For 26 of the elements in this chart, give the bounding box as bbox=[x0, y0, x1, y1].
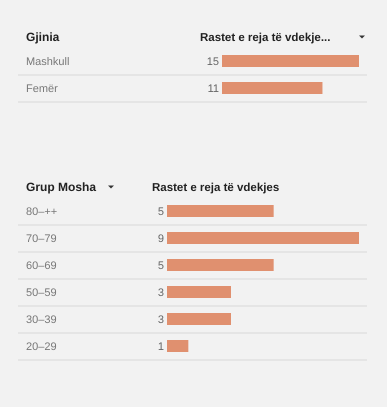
bar bbox=[167, 232, 359, 244]
data-label: 5 bbox=[158, 206, 164, 218]
y-tick-label: 30–39 bbox=[26, 314, 57, 326]
bar bbox=[167, 286, 231, 298]
bar bbox=[167, 259, 274, 271]
bar bbox=[167, 340, 188, 352]
y-tick-label: 70–79 bbox=[26, 233, 57, 245]
data-label: 15 bbox=[206, 56, 219, 68]
bar bbox=[167, 205, 274, 217]
data-label: 1 bbox=[158, 341, 164, 353]
y-tick-label: Femër bbox=[26, 83, 58, 95]
y-tick-label: 20–29 bbox=[26, 341, 57, 353]
data-label: 3 bbox=[158, 314, 164, 326]
y-tick-label: 80–++ bbox=[26, 206, 58, 218]
data-label: 11 bbox=[208, 83, 219, 95]
y-axis-title: Gjinia bbox=[26, 30, 60, 44]
data-label: 5 bbox=[158, 260, 164, 272]
data-label: 3 bbox=[158, 287, 164, 299]
bar bbox=[167, 313, 231, 325]
y-tick-label: 50–59 bbox=[26, 287, 57, 299]
y-axis-title: Grup Mosha bbox=[26, 180, 96, 194]
y-tick-label: 60–69 bbox=[26, 260, 57, 272]
x-axis-title: Rastet e reja të vdekje... bbox=[200, 32, 330, 44]
y-tick-label: Mashkull bbox=[26, 56, 70, 68]
data-label: 9 bbox=[158, 233, 164, 245]
x-axis-title: Rastet e reja të vdekjes bbox=[152, 182, 280, 194]
